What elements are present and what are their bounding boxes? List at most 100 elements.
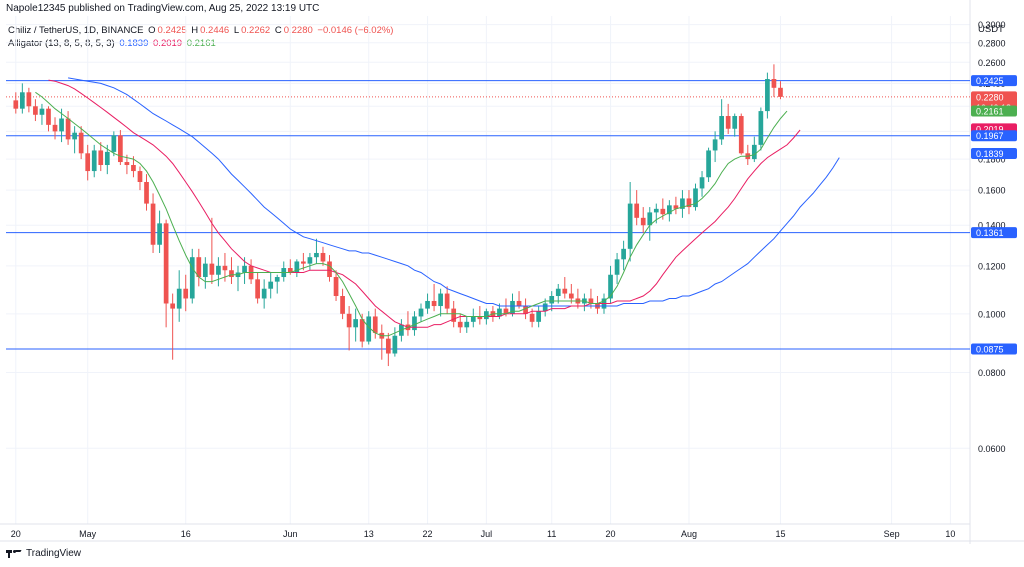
candle-body bbox=[660, 208, 666, 215]
candle-body bbox=[85, 153, 91, 172]
candle-body bbox=[307, 257, 313, 264]
y-tick-label: 0.2400 bbox=[978, 79, 1006, 89]
candle-body bbox=[497, 308, 502, 317]
candle-body bbox=[601, 298, 607, 309]
candle-body bbox=[314, 252, 319, 258]
currency-label: USDT bbox=[978, 24, 1004, 35]
candle-body bbox=[555, 288, 561, 297]
x-tick-label: May bbox=[79, 529, 97, 539]
candle-body bbox=[150, 203, 156, 245]
candle-body bbox=[163, 223, 169, 304]
candle-body bbox=[131, 165, 136, 172]
indicator-name[interactable]: Alligator (13, 8, 5, 8, 5, 3) bbox=[8, 38, 115, 49]
high-label: H bbox=[191, 25, 199, 36]
x-tick-label: Jul bbox=[481, 529, 493, 539]
candle-body bbox=[333, 277, 339, 297]
y-tick-label: 0.2800 bbox=[978, 38, 1006, 48]
countdown-label: 10:40:18 bbox=[976, 103, 1011, 113]
candle-body bbox=[52, 124, 58, 132]
candle-body bbox=[621, 248, 626, 260]
candle-body bbox=[176, 288, 182, 309]
candle-body bbox=[647, 212, 653, 226]
candle-body bbox=[294, 261, 300, 273]
candle-body bbox=[549, 296, 555, 304]
candle-body bbox=[170, 303, 176, 309]
candle-body bbox=[608, 274, 613, 299]
candle-body bbox=[359, 319, 365, 342]
low-value: 0.2262 bbox=[241, 25, 271, 36]
tradingview-logo-icon bbox=[6, 549, 22, 559]
candle-body bbox=[372, 316, 378, 333]
candle-body bbox=[712, 139, 718, 151]
candle-body bbox=[274, 277, 280, 282]
candle-body bbox=[91, 150, 97, 172]
symbol-row: Chiliz / TetherUS, 1D, BINANCE O 0.2425 H… bbox=[8, 24, 395, 37]
candle-body bbox=[183, 288, 189, 299]
x-tick-label: Sep bbox=[884, 529, 900, 539]
price-label-tag bbox=[971, 227, 1017, 239]
x-tick-label: 11 bbox=[547, 529, 556, 539]
alligator-teeth-line bbox=[48, 79, 801, 328]
candle-body bbox=[255, 279, 260, 299]
candle-body bbox=[686, 198, 692, 208]
lips-value: 0.2161 bbox=[186, 38, 216, 49]
high-value: 0.2446 bbox=[200, 25, 230, 36]
candle-body bbox=[575, 298, 581, 304]
teeth-value: 0.2019 bbox=[153, 38, 183, 49]
price-label-tag bbox=[971, 130, 1017, 142]
candle-body bbox=[366, 316, 372, 342]
y-tick-label: 0.1800 bbox=[978, 155, 1006, 165]
price-label-tag bbox=[971, 343, 1017, 355]
candle-body bbox=[765, 79, 770, 112]
candle-body bbox=[189, 257, 195, 299]
candle-body bbox=[281, 268, 287, 278]
x-tick-label: 16 bbox=[181, 529, 191, 539]
price-label-text: 0.2019 bbox=[976, 124, 1004, 134]
publisher-caption: Napole12345 published on TradingView.com… bbox=[6, 3, 320, 14]
x-tick-label: Aug bbox=[681, 529, 697, 539]
footer-brand: TradingView bbox=[6, 548, 81, 559]
x-tick-label: Jun bbox=[283, 529, 298, 539]
candle-body bbox=[510, 300, 515, 314]
candle-body bbox=[124, 162, 130, 166]
indicator-row: Alligator (13, 8, 5, 8, 5, 3) 0.1839 0.2… bbox=[8, 37, 395, 50]
alligator-jaw-line bbox=[68, 77, 840, 307]
jaw-value: 0.1839 bbox=[119, 38, 149, 49]
symbol-name[interactable]: Chiliz / TetherUS, 1D, BINANCE bbox=[8, 25, 144, 36]
chart-legend: Chiliz / TetherUS, 1D, BINANCE O 0.2425 H… bbox=[8, 24, 395, 50]
open-label: O bbox=[148, 25, 156, 36]
candle-body bbox=[745, 153, 751, 160]
candle-body bbox=[431, 300, 437, 307]
candle-body bbox=[202, 263, 208, 278]
candle-body bbox=[562, 288, 568, 294]
candle-body bbox=[405, 324, 411, 331]
candle-body bbox=[287, 268, 293, 273]
candle-body bbox=[78, 132, 84, 154]
candle-body bbox=[582, 298, 587, 304]
candle-body bbox=[209, 263, 215, 275]
x-tick-label: 15 bbox=[775, 529, 785, 539]
open-value: 0.2425 bbox=[157, 25, 187, 36]
candle-body bbox=[229, 270, 234, 278]
candle-body bbox=[693, 188, 698, 208]
candle-body bbox=[653, 208, 659, 213]
candle-body bbox=[235, 272, 241, 278]
candle-body bbox=[261, 288, 267, 299]
candle-body bbox=[477, 316, 483, 320]
candle-body bbox=[595, 303, 600, 309]
candle-body bbox=[242, 265, 247, 273]
candle-body bbox=[137, 171, 143, 182]
candle-body bbox=[268, 281, 274, 289]
tradingview-brand[interactable]: TradingView bbox=[26, 548, 82, 559]
candle-body bbox=[699, 177, 705, 189]
candle-body bbox=[196, 257, 202, 278]
candle-body bbox=[484, 311, 489, 320]
candle-body bbox=[568, 293, 574, 299]
candle-body bbox=[13, 100, 19, 109]
candle-body bbox=[346, 313, 352, 328]
price-label-tag bbox=[971, 123, 1017, 135]
candle-body bbox=[516, 300, 522, 307]
candle-body bbox=[216, 265, 221, 275]
candle-body bbox=[680, 198, 685, 209]
